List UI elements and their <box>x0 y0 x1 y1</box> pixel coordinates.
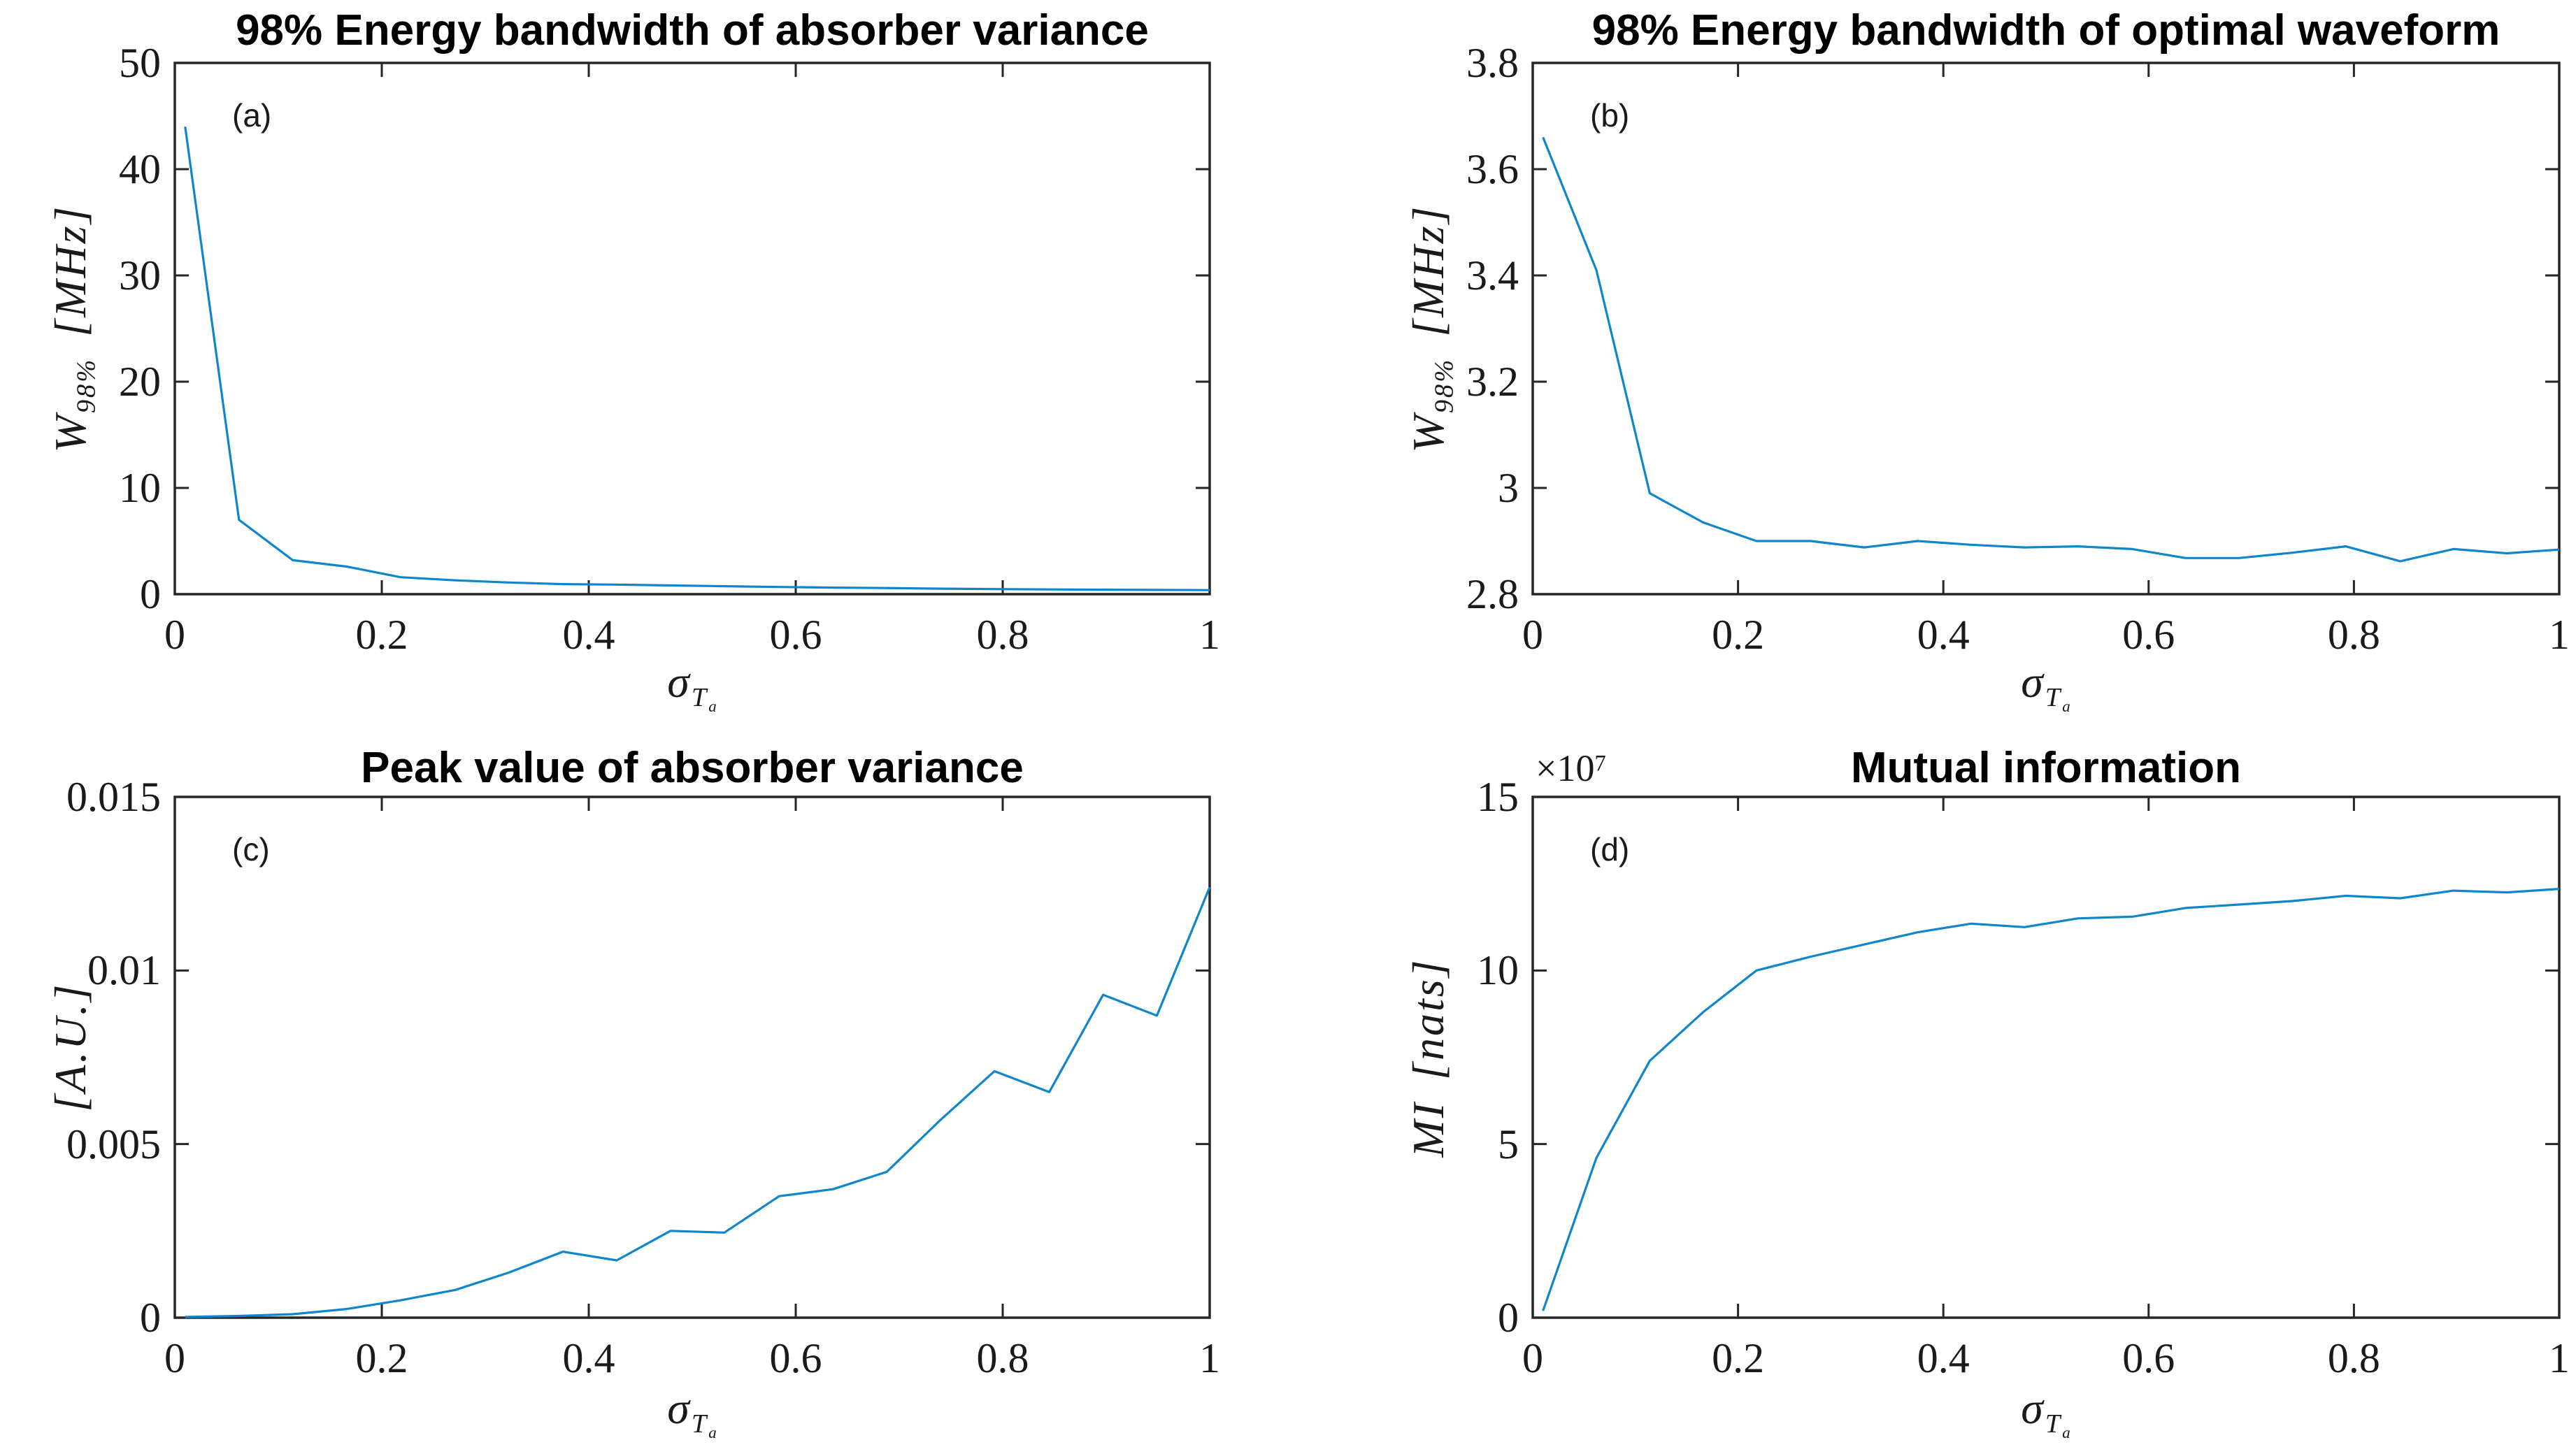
y-tick-label: 0.005 <box>66 1121 161 1167</box>
line-chart-c <box>173 796 1211 1319</box>
x-tick-label: 0.6 <box>2122 612 2175 658</box>
chart-title: 98% Energy bandwidth of absorber varianc… <box>236 6 1149 55</box>
x-tick-label: 1 <box>2549 1335 2570 1381</box>
y-tick-label: 3.6 <box>1466 146 1519 192</box>
x-tick-label: 0.2 <box>1712 612 1765 658</box>
x-tick-label: 0 <box>1522 1335 1543 1381</box>
x-tick-label: 0.2 <box>1712 1335 1765 1381</box>
x-tick-label: 0.4 <box>1917 1335 1970 1381</box>
ylabel-symbol: W <box>45 413 95 453</box>
x-tick-label: 0.4 <box>1917 612 1970 658</box>
sigma-symbol: σ <box>2021 657 2045 707</box>
y-tick-label: 40 <box>119 146 161 192</box>
ylabel-unit: [A.U.] <box>45 981 95 1112</box>
y-tick-label: 0 <box>140 1295 161 1341</box>
sigma-symbol: σ <box>2021 1383 2045 1433</box>
line-chart-d <box>1531 796 2561 1319</box>
y-tick-label: 5 <box>1498 1121 1519 1167</box>
y-tick-label: 0 <box>1498 1295 1519 1341</box>
y-tick-label: 3 <box>1498 465 1519 511</box>
sigma-symbol: σ <box>667 657 692 707</box>
x-tick-label: 0.8 <box>976 1335 1029 1381</box>
x-tick-label: 1 <box>1199 612 1220 658</box>
x-tick-label: 0 <box>164 612 185 658</box>
sigma-symbol: σ <box>667 1383 692 1433</box>
panel-letter: (a) <box>232 97 272 134</box>
y-axis-label: [A.U.] <box>41 883 99 1232</box>
y-tick-label: 2.8 <box>1466 571 1519 617</box>
plot-line <box>185 886 1211 1318</box>
y-tick-label: 30 <box>119 252 161 298</box>
x-tick-label: 0.8 <box>976 612 1029 658</box>
panel-letter: (d) <box>1590 831 1630 868</box>
y-tick-label: 50 <box>119 40 161 86</box>
sigma-subscript: Ta <box>691 683 717 716</box>
x-tick-label: 1 <box>1199 1335 1220 1381</box>
y-tick-label: 10 <box>1477 947 1519 994</box>
axes-box <box>173 62 1211 596</box>
sigma-subscript: Ta <box>2045 683 2071 716</box>
y-tick-label: 0.015 <box>66 774 161 820</box>
chart-title: 98% Energy bandwidth of optimal waveform <box>1591 6 2500 55</box>
y-tick-label: 3.2 <box>1466 359 1519 405</box>
ylabel-symbol: W <box>1403 413 1453 453</box>
x-tick-label: 0.2 <box>355 612 408 658</box>
x-tick-label: 0.8 <box>2327 1335 2380 1381</box>
x-axis-label: σTa <box>1934 1382 2158 1445</box>
tick-marks <box>173 62 1211 596</box>
plot-line <box>1542 136 2560 563</box>
x-tick-label: 0.2 <box>355 1335 408 1381</box>
exponent-power: 7 <box>1594 751 1606 777</box>
sigma-subscript: Ta <box>691 1409 717 1442</box>
panel-b: 98% Energy bandwidth of optimal waveform… <box>1288 0 2576 724</box>
y-axis-label: W98%[MHz] <box>1398 154 1459 503</box>
plot-line <box>184 126 1210 591</box>
x-tick-label: 1 <box>2549 612 2570 658</box>
panel-c: Peak value of absorber variance (c) [A.U… <box>0 724 1288 1447</box>
y-axis-label: W98%[MHz] <box>41 154 101 503</box>
panel-letter: (b) <box>1590 97 1630 134</box>
y-axis-label: MI[nats] <box>1398 883 1457 1232</box>
line-chart-b <box>1531 62 2561 596</box>
y-tick-label: 0.01 <box>87 947 161 994</box>
tick-marks <box>1531 62 2561 596</box>
tick-marks <box>1531 796 2561 1319</box>
x-axis-label: σTa <box>580 656 804 719</box>
tick-marks <box>173 796 1211 1319</box>
chart-title: Peak value of absorber variance <box>361 744 1024 792</box>
x-tick-label: 0 <box>164 1335 185 1381</box>
x-tick-label: 0.6 <box>2122 1335 2175 1381</box>
y-tick-label: 0 <box>140 571 161 617</box>
x-tick-label: 0.4 <box>562 1335 615 1381</box>
y-tick-label: 20 <box>119 359 161 405</box>
chart-title: Mutual information <box>1851 744 2241 792</box>
plot-line <box>1542 888 2560 1311</box>
x-axis-label: σTa <box>1934 656 2158 719</box>
panel-a: 98% Energy bandwidth of absorber varianc… <box>0 0 1288 724</box>
line-chart-a <box>173 62 1211 596</box>
sigma-subscript: Ta <box>2045 1409 2071 1442</box>
y-tick-label: 10 <box>119 465 161 511</box>
panel-d: Mutual information (d) ×107 MI[nats] σTa… <box>1288 724 2576 1447</box>
axes-box <box>1531 62 2561 596</box>
y-tick-label: 15 <box>1477 774 1519 820</box>
axes-box <box>1531 796 2561 1319</box>
x-tick-label: 0.6 <box>769 612 822 658</box>
x-tick-label: 0.4 <box>562 612 615 658</box>
axis-exponent-label: ×107 <box>1536 747 1606 790</box>
axes-box <box>173 796 1211 1319</box>
x-axis-label: σTa <box>580 1382 804 1445</box>
y-tick-label: 3.8 <box>1466 40 1519 86</box>
x-tick-label: 0.6 <box>769 1335 822 1381</box>
y-tick-label: 3.4 <box>1466 252 1519 298</box>
panel-letter: (c) <box>232 831 270 868</box>
x-tick-label: 0.8 <box>2327 612 2380 658</box>
x-tick-label: 0 <box>1522 612 1543 658</box>
exponent-base: ×10 <box>1536 747 1595 789</box>
